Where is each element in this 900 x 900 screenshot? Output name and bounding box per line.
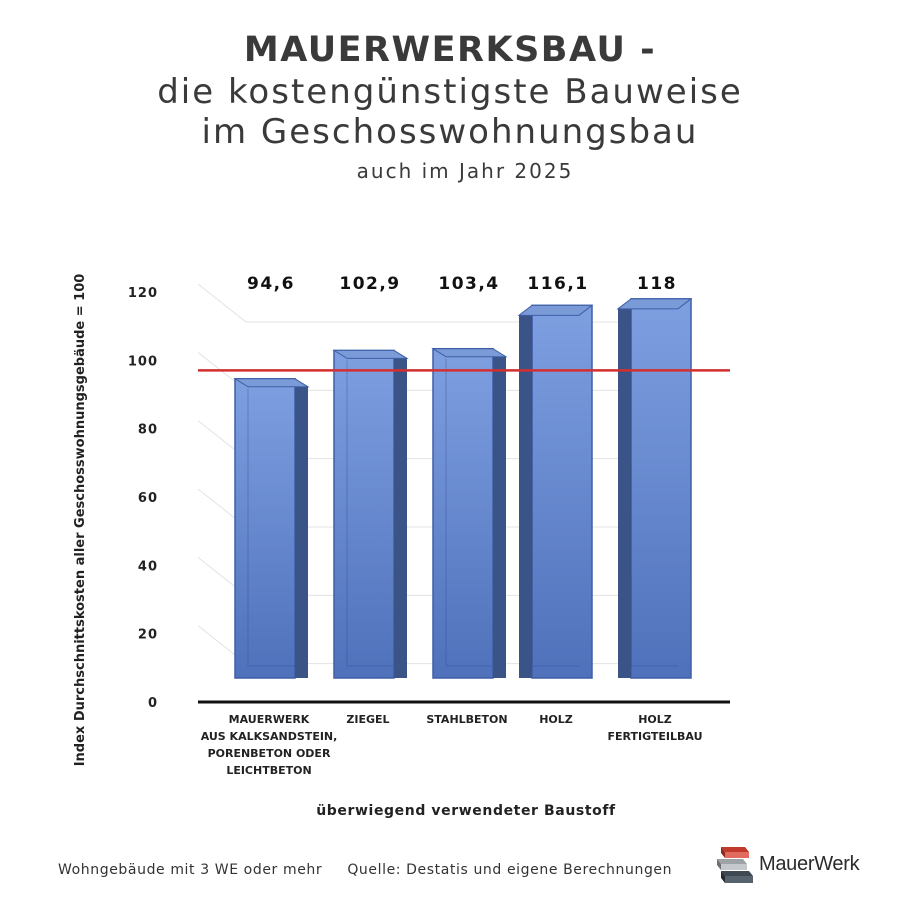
y-tick-label: 40 xyxy=(138,559,158,574)
bar-top xyxy=(233,378,310,388)
y-tick-label: 100 xyxy=(128,354,158,369)
bar-front xyxy=(333,349,395,679)
bar-side xyxy=(493,348,506,678)
y-axis-label: Index Durchschnittskosten aller Geschoss… xyxy=(73,274,88,767)
footer-note: Wohngebäude mit 3 WE oder mehr xyxy=(58,862,323,878)
bar-top xyxy=(616,298,693,310)
y-tick-label: 60 xyxy=(138,491,158,506)
x-tick-label: MAUERWERK xyxy=(229,713,310,726)
y-tick-label: 20 xyxy=(138,628,158,643)
x-tick-label: STAHLBETON xyxy=(426,713,507,726)
bar-inner-edge xyxy=(247,388,295,667)
x-axis-label: überwiegend verwendeter Baustoff xyxy=(316,803,616,819)
bar-value-label: 94,6 xyxy=(247,274,295,294)
y-tick-label: 0 xyxy=(148,696,158,711)
brand-logo: MauerWerk xyxy=(715,843,865,888)
x-tick-label: LEICHTBETON xyxy=(226,764,311,777)
chart-subtitle-line2: im Geschosswohnungsbau xyxy=(201,112,699,152)
logo-text: MauerWerk xyxy=(759,853,860,875)
bar-top xyxy=(517,304,594,316)
x-tick-label: PORENBETON ODER xyxy=(208,747,331,760)
chart-subtitle-year: auch im Jahr 2025 xyxy=(356,159,574,183)
bar-inner-edge xyxy=(531,315,579,667)
title-block: MAUERWERKSBAU - die kostengünstigste Bau… xyxy=(0,28,900,184)
x-tick-label: HOLZ xyxy=(638,713,672,726)
x-tick-label: AUS KALKSANDSTEIN, xyxy=(201,730,338,743)
bar-top xyxy=(332,349,409,359)
bar-value-label: 116,1 xyxy=(527,274,588,294)
bar-value-label: 103,4 xyxy=(438,274,499,294)
bar xyxy=(616,298,693,679)
x-tick-label: ZIEGEL xyxy=(346,713,389,726)
y-tick-label: 80 xyxy=(138,423,158,438)
bar-value-label: 102,9 xyxy=(339,274,400,294)
bar xyxy=(431,347,508,679)
bar xyxy=(517,304,594,679)
bar-front xyxy=(531,304,593,679)
bar-side xyxy=(519,305,532,678)
bar-front xyxy=(234,378,296,679)
footer-source: Quelle: Destatis und eigene Berechnungen xyxy=(347,862,673,878)
bar xyxy=(233,378,310,679)
x-tick-label: HOLZ xyxy=(539,713,573,726)
footer: Wohngebäude mit 3 WE oder mehr Quelle: D… xyxy=(58,862,692,878)
bar-inner-edge xyxy=(346,360,394,667)
bar-side xyxy=(394,350,407,678)
bar-front xyxy=(630,298,692,679)
bar-inner-edge xyxy=(445,358,493,667)
bar-top xyxy=(431,348,508,358)
bar-inner-edge xyxy=(630,308,678,667)
bar-side xyxy=(618,298,631,678)
brick-stack-icon xyxy=(717,847,753,883)
x-tick-label: FERTIGTEILBAU xyxy=(607,730,702,743)
y-tick-label: 120 xyxy=(128,286,158,301)
chart-subtitle-line1: die kostengünstigste Bauweise xyxy=(157,72,743,112)
chart-title: MAUERWERKSBAU - xyxy=(243,30,657,70)
bar xyxy=(332,349,409,679)
bar-value-label: 118 xyxy=(637,274,677,294)
bar-front xyxy=(432,347,494,679)
bar-side xyxy=(295,378,308,678)
